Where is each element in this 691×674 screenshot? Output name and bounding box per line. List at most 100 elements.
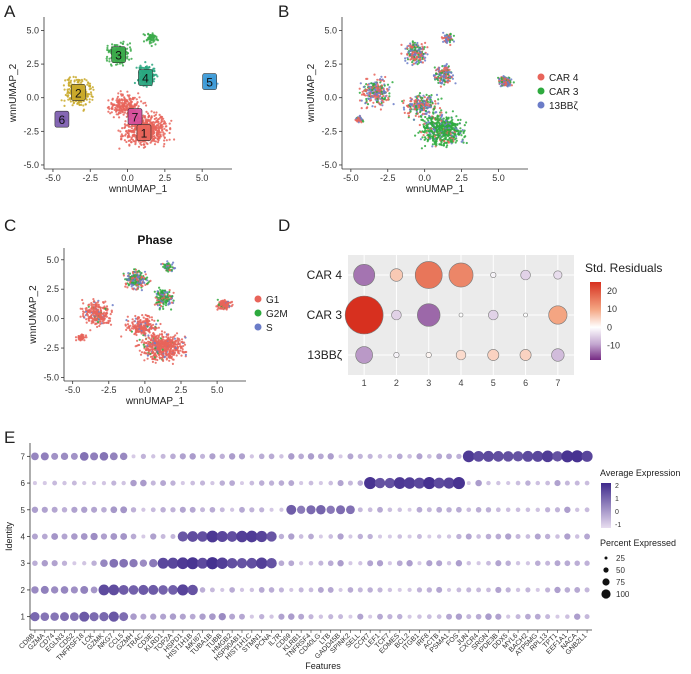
umap-point	[451, 38, 454, 42]
umap-point	[85, 321, 88, 324]
umap-point	[134, 136, 137, 139]
x-axis-label: wnnUMAP_1	[108, 184, 168, 195]
umap-point	[168, 341, 171, 344]
umap-point	[450, 116, 453, 119]
umap-point	[446, 73, 450, 76]
y-tick-label: -2.5	[23, 126, 39, 136]
umap-point	[125, 319, 128, 322]
umap-point	[463, 129, 466, 132]
umap-point	[439, 137, 442, 140]
umap-point	[423, 122, 426, 125]
umap-point	[66, 92, 69, 95]
umap-point	[126, 90, 129, 93]
umap-point	[498, 82, 501, 85]
umap-point	[500, 80, 504, 84]
umap-point	[424, 144, 427, 148]
umap-point	[455, 139, 458, 142]
umap-point	[377, 86, 380, 89]
umap-point	[173, 138, 176, 141]
umap-point	[402, 99, 405, 102]
umap-point	[143, 341, 146, 344]
umap-point	[132, 272, 135, 275]
umap-point	[402, 101, 405, 105]
umap-point	[109, 313, 112, 316]
umap-point	[366, 92, 369, 95]
umap-point	[446, 144, 449, 147]
umap-point	[420, 131, 423, 134]
umap-point	[422, 99, 425, 102]
umap-point	[426, 107, 429, 110]
umap-point	[145, 38, 149, 41]
umap-point	[181, 350, 184, 353]
umap-point	[506, 84, 509, 87]
umap-point	[144, 61, 147, 64]
umap-point	[119, 135, 123, 138]
umap-point	[133, 96, 136, 99]
umap-point	[435, 134, 438, 137]
umap-point	[216, 82, 219, 85]
umap-point	[436, 68, 439, 71]
umap-point	[89, 91, 93, 94]
umap-point	[105, 57, 108, 60]
umap-point	[441, 127, 444, 131]
umap-point	[150, 339, 153, 342]
umap-point	[168, 290, 171, 294]
umap-point	[84, 310, 88, 313]
umap-point	[159, 124, 162, 127]
umap-point	[99, 310, 103, 313]
panel-letter-d: D	[278, 216, 291, 235]
umap-point	[167, 302, 170, 305]
umap-point	[126, 135, 129, 138]
umap-point	[155, 117, 158, 120]
umap-point	[446, 81, 449, 84]
umap-point	[151, 131, 154, 134]
umap-point	[358, 91, 361, 94]
umap-point	[156, 291, 160, 295]
umap-point	[381, 96, 384, 100]
umap-point	[166, 291, 169, 294]
umap-point	[131, 318, 134, 321]
umap-point	[423, 109, 426, 112]
umap-point	[160, 117, 163, 121]
umap-point	[164, 289, 167, 292]
umap-point	[447, 65, 450, 68]
umap-point	[156, 124, 159, 127]
umap-point	[119, 41, 122, 44]
umap-point	[151, 344, 154, 348]
umap-point	[425, 101, 428, 104]
umap-point	[461, 139, 464, 142]
umap-point	[443, 36, 446, 39]
umap-point	[451, 141, 454, 144]
umap-point	[170, 340, 173, 343]
umap-point	[150, 44, 153, 48]
umap-point	[165, 129, 168, 132]
umap-point	[165, 358, 168, 361]
umap-point	[160, 330, 164, 333]
umap-point	[445, 111, 448, 114]
umap-point	[436, 115, 439, 118]
umap-point	[163, 136, 166, 139]
umap-point	[103, 314, 106, 318]
umap-point	[125, 129, 128, 133]
umap-point	[430, 127, 433, 130]
umap-point	[163, 339, 166, 342]
umap-point	[133, 81, 136, 85]
umap-point	[82, 312, 85, 316]
umap-point	[116, 109, 119, 112]
umap-point	[133, 320, 136, 323]
legend-swatch	[537, 101, 545, 109]
umap-point	[440, 109, 443, 112]
umap-point	[151, 38, 154, 42]
umap-point	[447, 125, 450, 128]
umap-point	[141, 339, 144, 342]
umap-point	[447, 38, 450, 41]
umap-point	[411, 41, 414, 44]
x-tick-label: -5.0	[343, 173, 359, 183]
umap-point	[99, 317, 103, 320]
umap-point	[498, 77, 501, 81]
umap-point	[447, 138, 450, 141]
umap-panel-c: -5.0-5.0-2.5-2.50.00.02.52.55.05.0wnnUMA…	[28, 233, 288, 407]
umap-point	[360, 99, 363, 102]
umap-point	[97, 305, 101, 308]
umap-point	[96, 325, 99, 328]
